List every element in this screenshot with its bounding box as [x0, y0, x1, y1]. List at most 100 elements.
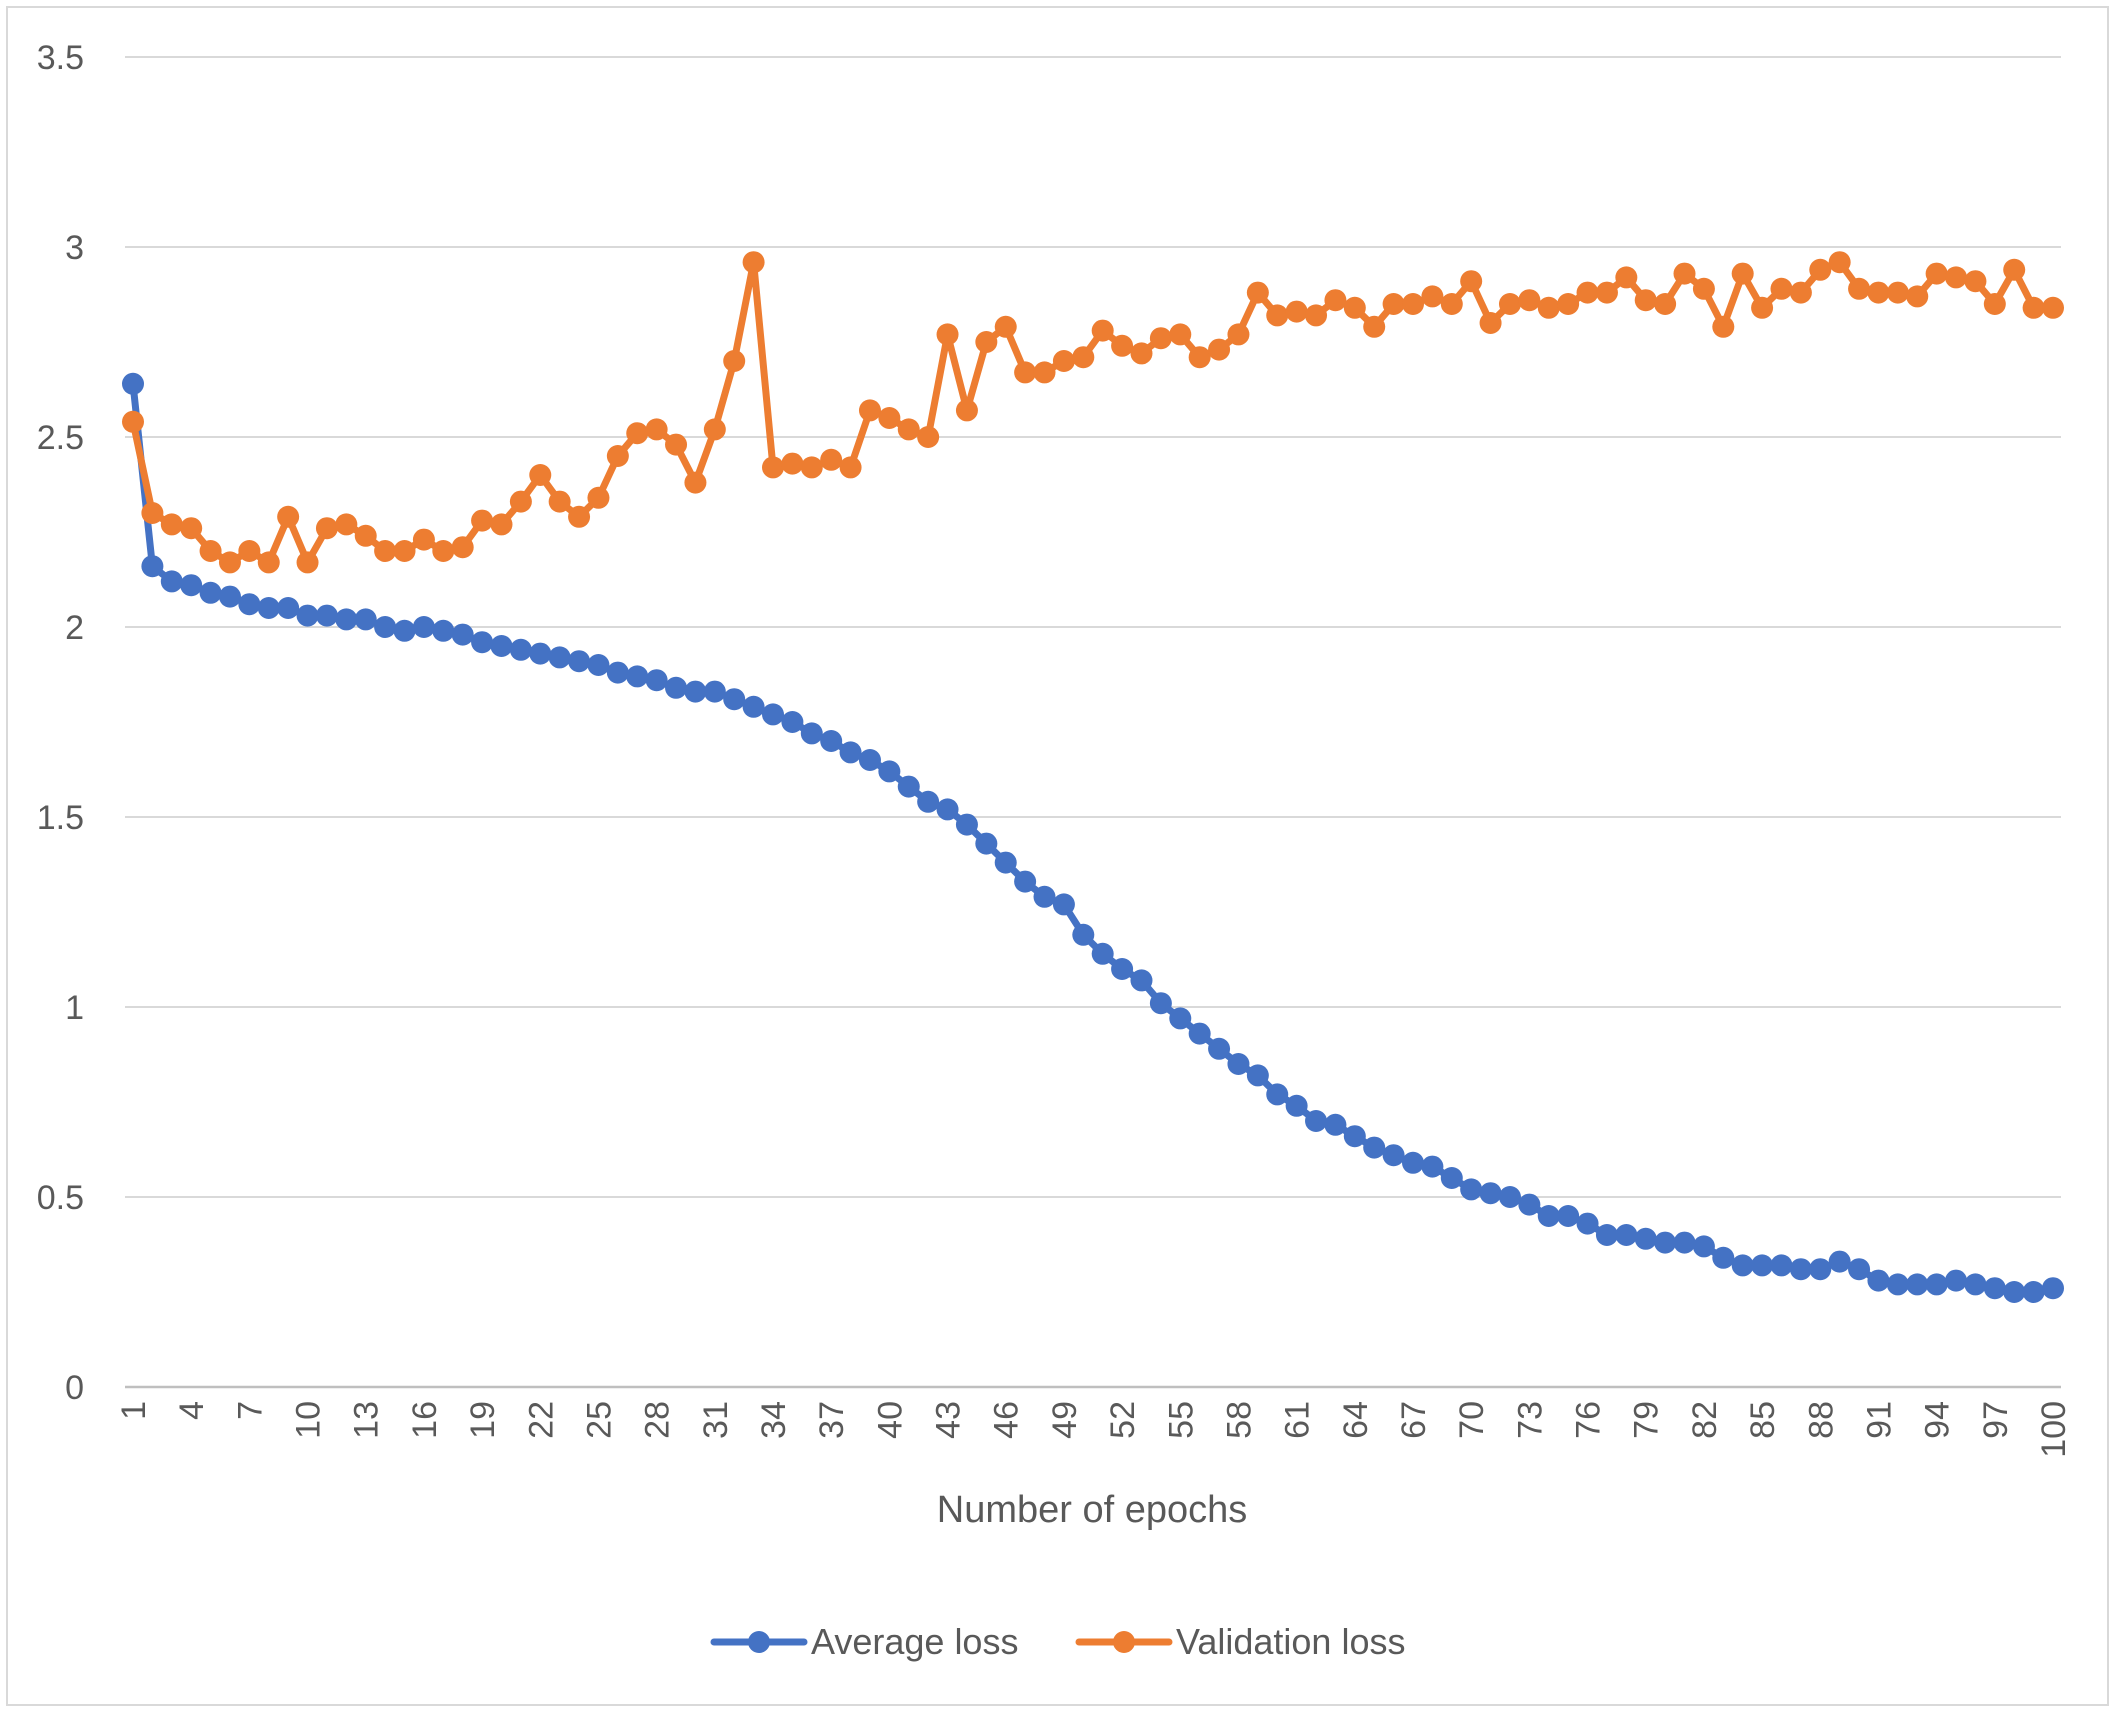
data-point [1809, 258, 1832, 281]
data-point [994, 315, 1017, 338]
data-point [335, 608, 358, 631]
data-point [1615, 266, 1638, 289]
data-point [820, 730, 843, 752]
data-point [994, 851, 1017, 874]
data-point [529, 642, 552, 665]
data-point [277, 597, 300, 619]
data-point [374, 540, 397, 562]
data-point [315, 604, 338, 627]
y-tick-label: 1.5 [37, 799, 84, 837]
data-point [1595, 281, 1618, 304]
data-point [703, 680, 726, 703]
data-point [180, 517, 203, 540]
data-point [509, 638, 532, 661]
x-tick-label: 94 [1919, 1401, 1957, 1439]
x-tick-label: 37 [813, 1401, 851, 1439]
data-point [1479, 1182, 1502, 1205]
data-point [1072, 923, 1095, 946]
x-tick-label: 67 [1395, 1401, 1433, 1439]
data-point [412, 528, 435, 551]
data-point [374, 616, 397, 638]
data-point [471, 509, 494, 532]
legend: Average loss Validation loss [710, 1621, 1405, 1662]
data-point [917, 426, 940, 448]
x-tick-label: 61 [1279, 1401, 1317, 1439]
data-point [1886, 281, 1909, 304]
data-point [1421, 285, 1444, 308]
data-point [1421, 1155, 1444, 1178]
data-point [1363, 1136, 1386, 1159]
data-point [471, 631, 494, 654]
line-chart: 0 0.5 1 1.5 2 2.5 3 3.5 1 4 7 10 13 16 19 22 25 28 31 34 37… [37, 39, 2073, 1662]
data-point [723, 350, 746, 372]
data-point [781, 452, 804, 475]
legend-label: Validation loss [1176, 1621, 1405, 1662]
data-point [1382, 1144, 1405, 1167]
data-point [1537, 296, 1560, 319]
legend-label: Average loss [811, 1621, 1018, 1662]
data-point [2022, 1281, 2045, 1303]
data-point [723, 688, 746, 711]
x-tick-label: 46 [988, 1401, 1026, 1439]
y-tick-label: 2 [65, 609, 84, 647]
x-tick-label: 88 [1802, 1401, 1840, 1439]
data-point [781, 711, 804, 733]
data-point [1537, 1205, 1560, 1227]
x-tick-label: 82 [1686, 1401, 1724, 1439]
data-point [820, 448, 843, 471]
data-point [432, 619, 455, 642]
data-point [509, 490, 532, 513]
data-point [1692, 277, 1715, 300]
data-point [548, 646, 571, 669]
chart-frame: 0 0.5 1 1.5 2 2.5 3 3.5 1 4 7 10 13 16 19 22 25 28 31 34 37… [6, 6, 2109, 1706]
data-point [1498, 293, 1521, 315]
data-point [1285, 300, 1308, 323]
data-point [180, 574, 203, 597]
data-point [1246, 281, 1269, 304]
data-point [587, 654, 610, 676]
data-point [606, 445, 629, 467]
data-point [2042, 1277, 2064, 1300]
data-point [897, 418, 920, 441]
data-point [1906, 285, 1929, 308]
data-point [1091, 942, 1114, 965]
x-tick-label: 10 [290, 1401, 328, 1439]
data-point [1828, 1250, 1851, 1273]
data-point [160, 570, 183, 593]
data-point [2022, 296, 2045, 319]
legend-swatch-marker [748, 1631, 770, 1653]
data-point [1382, 293, 1405, 315]
data-point [122, 372, 144, 395]
x-tick-label: 1 [115, 1401, 153, 1420]
data-point [1925, 1273, 1948, 1296]
data-point [645, 418, 668, 441]
data-point [1886, 1273, 1909, 1296]
data-point [703, 418, 726, 441]
x-axis-tick-labels: 1 4 7 10 13 16 19 22 25 28 31 34 37 40 43 46 49 52 55 58 61 6… [115, 1401, 2073, 1458]
data-point [1673, 1231, 1696, 1254]
data-point [1557, 1205, 1580, 1227]
x-tick-label: 28 [639, 1401, 677, 1439]
data-point [432, 540, 455, 562]
x-axis-title: Number of epochs [937, 1489, 1248, 1531]
data-point [1848, 1258, 1871, 1281]
y-tick-label: 2.5 [37, 419, 84, 457]
data-point [587, 486, 610, 509]
data-point [160, 513, 183, 536]
x-tick-label: 22 [522, 1401, 560, 1439]
data-point [451, 536, 474, 559]
data-point [1692, 1235, 1715, 1258]
data-point [1149, 327, 1172, 350]
data-point [955, 813, 978, 836]
x-tick-label: 70 [1453, 1401, 1491, 1439]
data-point [1305, 1110, 1328, 1132]
data-point [1848, 277, 1871, 300]
data-point [1305, 304, 1328, 327]
data-point [1440, 1167, 1463, 1189]
data-point [936, 323, 959, 346]
data-point [1945, 266, 1968, 289]
data-point [858, 399, 881, 422]
x-tick-label: 55 [1162, 1401, 1200, 1439]
data-point [1576, 1212, 1599, 1235]
series-layer [122, 251, 2064, 1303]
